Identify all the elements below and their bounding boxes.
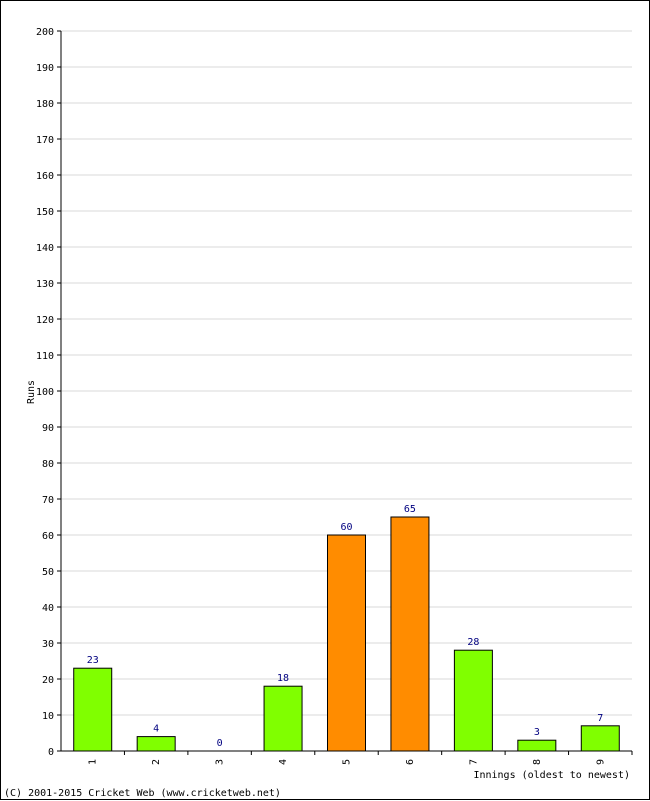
data-label: 65 [404, 504, 416, 515]
data-label: 28 [467, 637, 479, 648]
y-tick-label: 190 [36, 63, 54, 74]
y-tick-label: 120 [36, 315, 54, 326]
gridlines [61, 30, 632, 716]
x-tick-label: 7 [468, 759, 479, 765]
x-tick-label: 5 [342, 759, 353, 765]
y-tick-label: 150 [36, 207, 54, 218]
y-tick-label: 80 [42, 459, 54, 470]
x-tick-label: 2 [151, 759, 162, 765]
bar-innings-1 [73, 667, 113, 752]
bar-innings-2 [136, 736, 176, 752]
data-label: 23 [87, 655, 99, 666]
bar-innings-9 [580, 725, 620, 752]
x-tick-label: 9 [595, 759, 606, 765]
y-tick-label: 160 [36, 171, 54, 182]
y-tick-label: 10 [42, 711, 54, 722]
y-tick-labels: 0 10 20 30 40 50 60 70 80 90 100 110 120 130 140 150 160… [36, 27, 61, 758]
y-tick-label: 60 [42, 531, 54, 542]
y-tick-label: 20 [42, 675, 54, 686]
x-tick-label: 6 [405, 759, 416, 765]
data-label: 7 [597, 713, 603, 724]
bar-innings-7 [453, 649, 493, 752]
y-tick-label: 0 [48, 747, 54, 758]
data-label: 60 [340, 522, 352, 533]
bar-innings-4 [263, 685, 303, 752]
bar-innings-5 [327, 534, 366, 752]
y-tick-label: 100 [36, 387, 54, 398]
bars [73, 516, 620, 752]
bar-innings-8 [517, 739, 557, 752]
y-tick-label: 40 [42, 603, 54, 614]
data-labels: 23 4 0 18 60 65 28 3 7 [87, 504, 604, 749]
x-tick-labels: 1 2 3 4 5 6 7 8 9 [88, 751, 633, 765]
x-tick-label: 1 [88, 759, 99, 765]
y-tick-label: 130 [36, 279, 54, 290]
y-tick-label: 110 [36, 351, 54, 362]
data-label: 3 [534, 727, 540, 738]
y-tick-label: 170 [36, 135, 54, 146]
y-tick-label: 90 [42, 423, 54, 434]
y-tick-label: 200 [36, 27, 54, 38]
data-label: 4 [153, 724, 159, 735]
x-tick-label: 4 [278, 759, 289, 765]
x-axis-title: Innings (oldest to newest) [473, 770, 630, 781]
x-tick-label: 8 [532, 759, 543, 765]
bar-innings-6 [390, 516, 430, 752]
y-tick-label: 30 [42, 639, 54, 650]
copyright-footer: (C) 2001-2015 Cricket Web (www.cricketwe… [4, 788, 281, 799]
y-tick-label: 70 [42, 495, 54, 506]
y-axis-title: Runs [26, 380, 37, 404]
y-tick-label: 180 [36, 99, 54, 110]
y-tick-label: 140 [36, 243, 54, 254]
data-label: 0 [217, 738, 223, 749]
y-tick-label: 50 [42, 567, 54, 578]
x-tick-label: 3 [215, 759, 226, 765]
data-label: 18 [277, 673, 289, 684]
